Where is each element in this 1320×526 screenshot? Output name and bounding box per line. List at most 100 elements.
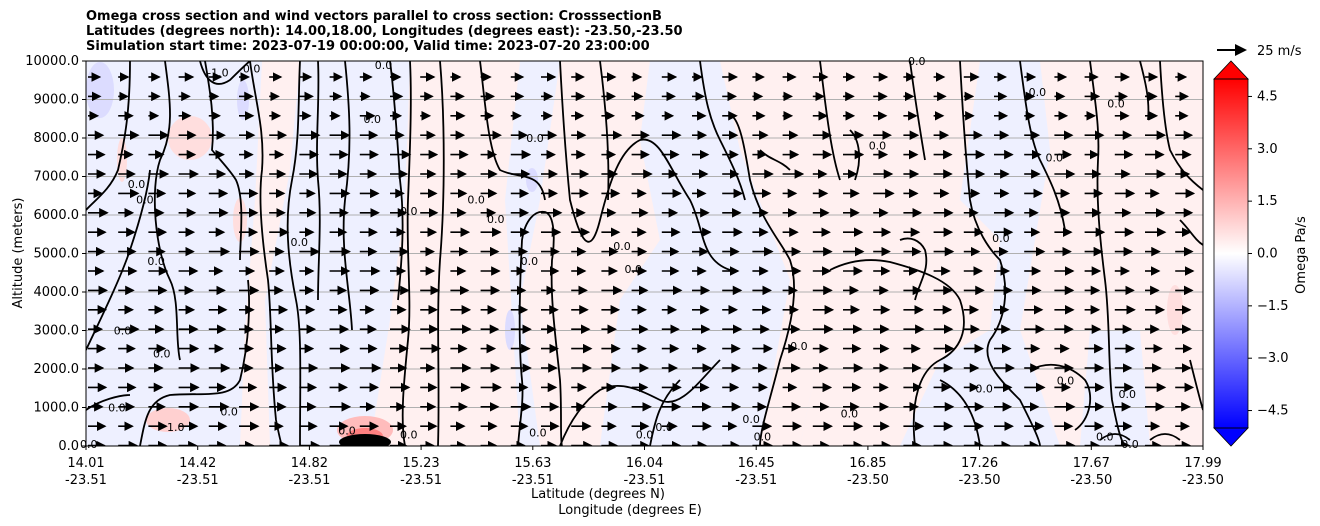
contour-label: 0.0	[636, 428, 654, 441]
contour-label: 0.0	[754, 430, 772, 443]
contour-label: 1.0	[167, 421, 185, 434]
x-tick-label-latitude: 16.85	[849, 456, 886, 471]
contour-label: 0.0	[869, 140, 887, 153]
x-tick-label-longitude: -23.51	[65, 473, 107, 488]
x-tick-label-longitude: -23.51	[288, 473, 330, 488]
y-tick-label: 6000.0	[34, 208, 80, 223]
contour-label: 0.0	[400, 205, 418, 218]
contour-label: 0.0	[1057, 375, 1075, 388]
x-tick-label-latitude: 17.99	[1184, 456, 1221, 471]
x-tick-label-latitude: 15.63	[514, 456, 551, 471]
colorbar-tick-label: 4.5	[1257, 89, 1278, 104]
colorbar-tick-label: 3.0	[1257, 142, 1278, 157]
contour-label: 0.0	[742, 413, 760, 426]
x-axis-label-latitude: Latitude (degrees N)	[531, 487, 665, 502]
contour-label: 0.0	[1121, 438, 1139, 451]
contour-label: -1.0	[207, 67, 228, 80]
contour-label: 0.0	[153, 348, 171, 361]
colorbar-tick-label: 1.5	[1257, 194, 1278, 209]
contour-label: 0.0	[243, 63, 261, 76]
x-tick-label-latitude: 14.42	[179, 456, 216, 471]
colorbar-gradient	[1214, 79, 1248, 428]
x-tick-label-longitude: -23.51	[735, 473, 777, 488]
contour-label: 0.0	[790, 340, 808, 353]
x-tick-label-latitude: 16.45	[738, 456, 775, 471]
y-tick-label: 0.0	[58, 439, 79, 454]
contour-label: 0.0	[80, 438, 98, 451]
x-tick-label-latitude: 14.82	[291, 456, 328, 471]
contour-label: 0.0	[613, 240, 631, 253]
y-tick-label: 10000.0	[25, 54, 79, 69]
y-axis-label: Altitude (meters)	[11, 198, 26, 309]
y-tick-label: 2000.0	[34, 362, 80, 377]
chart-title: Omega cross section and wind vectors par…	[86, 9, 662, 24]
x-tick-label-latitude: 17.67	[1073, 456, 1110, 471]
contour-label: 0.0	[1029, 86, 1047, 99]
y-tick-label: 8000.0	[34, 131, 80, 146]
colorbar-ticks: 4.5 3.0 1.5 0.0 −1.5 −3.0 −4.5	[1248, 89, 1289, 419]
x-tick-label-longitude: -23.50	[1070, 473, 1112, 488]
y-tick-label: 4000.0	[34, 285, 80, 300]
x-tick-label-longitude: -23.51	[624, 473, 666, 488]
wind-vectors	[88, 72, 1196, 446]
chart-title-block: Omega cross section and wind vectors par…	[86, 9, 683, 54]
x-axis-label-longitude: Longitude (degrees E)	[558, 503, 702, 518]
contour-labels: 0.0 0.0 1.0 0.0 0.0 0.0 0.0 0.0 -1.0 0.0 0.0 0.0 0.0…	[80, 55, 1139, 451]
contour-label: 0.0	[220, 405, 238, 418]
chart-subtitle-times: Simulation start time: 2023-07-19 00:00:…	[86, 39, 650, 54]
colorbar-max-extend	[1213, 60, 1249, 80]
x-tick-label-longitude: -23.50	[959, 473, 1001, 488]
chart-subtitle-coordinates: Latitudes (degrees north): 14.00,18.00, …	[86, 24, 683, 39]
contour-label: 0.0	[526, 132, 544, 145]
contour-label: 0.0	[521, 255, 539, 268]
y-tick-label: 7000.0	[34, 170, 80, 185]
x-tick-label-latitude: 17.26	[961, 456, 998, 471]
contour-label: 0.0	[108, 402, 126, 415]
contour-label: 0.0	[375, 59, 393, 72]
x-tick-label-longitude: -23.50	[847, 473, 889, 488]
contour-label: 0.0	[114, 325, 132, 338]
x-tick-label-longitude: -23.50	[1182, 473, 1224, 488]
contour-label: 0.0	[1096, 430, 1114, 443]
contour-label: 0.0	[1107, 97, 1125, 110]
x-tick-label-longitude: -23.51	[177, 473, 219, 488]
contour-label: 0.0	[625, 263, 643, 276]
contour-label: 0.0	[529, 427, 547, 440]
colorbar-label: Omega Pa/s	[1294, 216, 1309, 294]
contour-label: 0.0	[364, 113, 382, 126]
y-tick-label: 5000.0	[34, 247, 80, 262]
y-axis: 0.0 1000.0 2000.0 3000.0 4000.0 5000.0 6000.0 7…	[25, 54, 86, 454]
contour-label: 0.0	[400, 428, 418, 441]
contour-label: 0.0	[291, 236, 309, 249]
x-tick-label-latitude: 14.01	[67, 456, 104, 471]
contour-label: 0.0	[338, 425, 356, 438]
y-tick-label: 9000.0	[34, 93, 80, 108]
colorbar-tick-label: −1.5	[1257, 299, 1289, 314]
x-tick-label-longitude: -23.51	[400, 473, 442, 488]
vector-key: 25 m/s	[1217, 44, 1302, 59]
colorbar-tick-label: −4.5	[1257, 404, 1289, 419]
contour-label: 0.0	[128, 178, 146, 191]
x-tick-label-longitude: -23.51	[512, 473, 554, 488]
contour-label: 0.0	[841, 407, 859, 420]
y-tick-label: 3000.0	[34, 324, 80, 339]
x-axis: 14.01 -23.51 14.42 -23.51 14.82 -23.51 15.23 -2…	[65, 446, 1224, 488]
colorbar-tick-label: 0.0	[1257, 247, 1278, 262]
y-tick-label: 1000.0	[34, 401, 80, 416]
colorbar: 4.5 3.0 1.5 0.0 −1.5 −3.0 −4.5 Omega Pa/s	[1213, 60, 1309, 447]
vector-key-label: 25 m/s	[1257, 44, 1302, 59]
contour-label: 0.0	[992, 232, 1010, 245]
contour-label: 0.0	[1118, 388, 1136, 401]
contour-label: 0.0	[136, 194, 154, 207]
contour-label: 0.0	[655, 421, 673, 434]
x-tick-label-latitude: 16.04	[626, 456, 663, 471]
colorbar-min-extend	[1213, 427, 1249, 447]
omega-shading	[86, 61, 1203, 446]
contour-label: 0.0	[1046, 151, 1064, 164]
contour-label: 0.0	[487, 213, 505, 226]
x-tick-label-latitude: 15.23	[402, 456, 439, 471]
contour-label: 0.0	[975, 382, 993, 395]
colorbar-tick-label: −3.0	[1257, 351, 1289, 366]
contour-label: 0.0	[147, 255, 165, 268]
